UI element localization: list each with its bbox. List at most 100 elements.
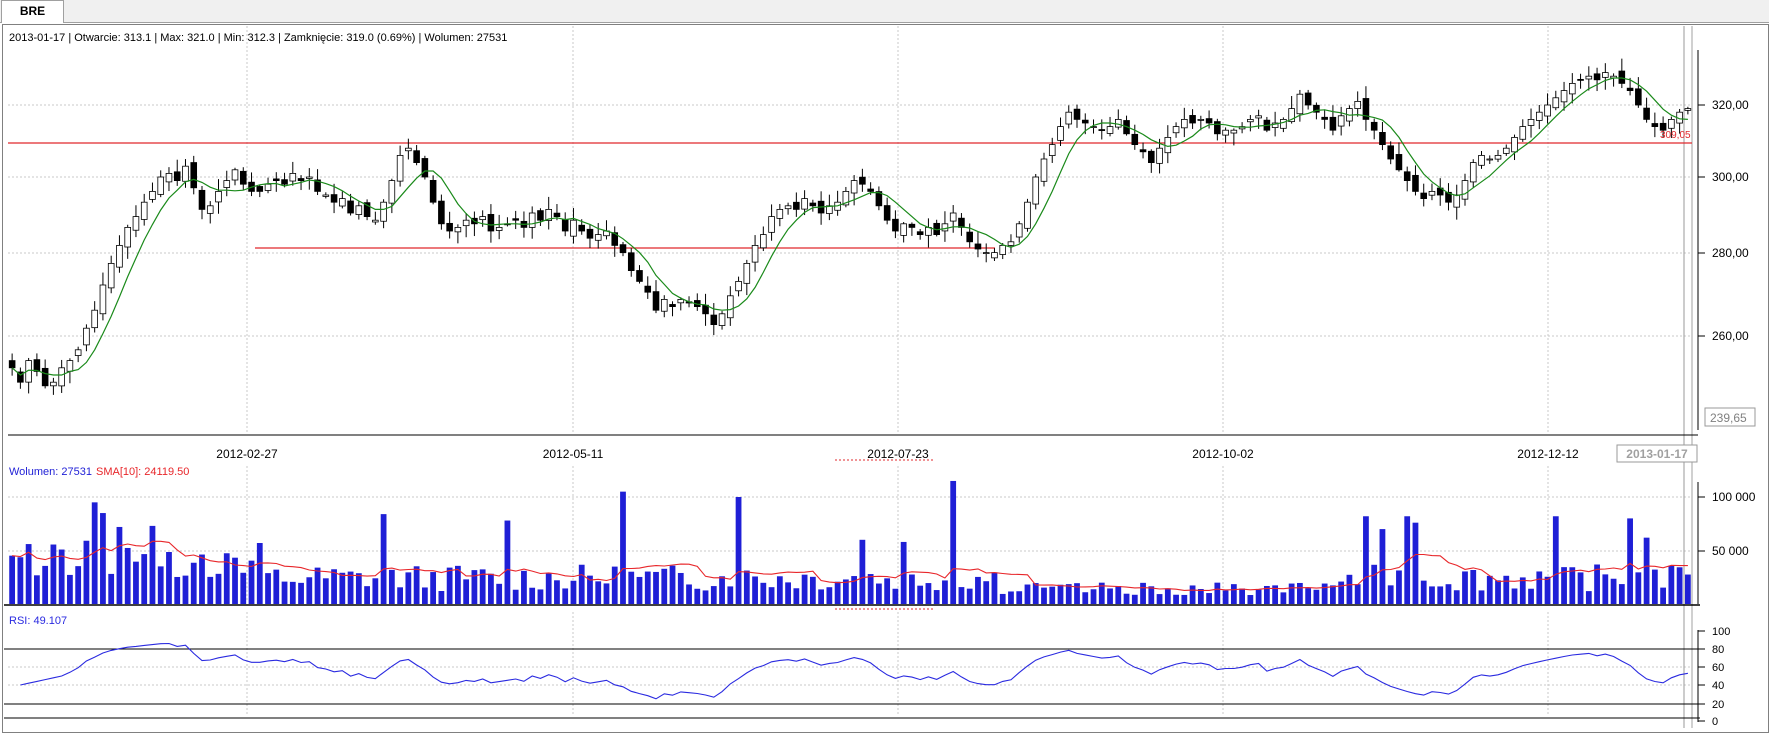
volume-bar [1503,575,1510,604]
volume-bar [1255,589,1262,604]
volume-bar [1247,595,1254,604]
rsi-tick-20: 20 [1712,699,1724,711]
price-sma-line [11,77,1688,376]
candle-body [801,198,808,210]
candle-body [561,219,569,232]
candle-body [388,180,396,204]
candle-body [1461,180,1469,200]
volume-bar [1230,584,1237,604]
candle-body [991,252,998,259]
volume-bar [1627,518,1633,604]
volume-bar [1445,584,1452,604]
candle-body [1544,104,1551,117]
candle-body [660,298,668,312]
volume-bar [25,544,32,604]
candle-body [1469,162,1477,183]
candle-body [405,147,412,152]
candle-body [58,367,65,387]
volume-bar [983,581,990,604]
date-tick-2012-07-23: 2012-07-23 [867,447,929,461]
volume-bar [83,540,90,604]
candle-body [627,252,635,271]
candle-body [173,171,181,182]
volume-bar [116,526,123,604]
price-y-axis: 320,00 300,00 280,00 260,00 239,65 309,0… [1660,50,1756,430]
volume-bar [1577,572,1584,604]
candle-body [438,200,445,225]
candle-body [974,243,982,250]
date-tick-2012-02-27: 2012-02-27 [216,447,278,461]
volume-bar [719,576,725,604]
candle-body [1569,83,1576,95]
volume-bar [298,582,304,604]
volume-bar [1065,584,1072,604]
candle-body [1387,145,1394,160]
candle-body [999,244,1007,255]
volume-bar [372,578,379,604]
candle-body [66,360,74,372]
volume-bar [1272,585,1279,604]
volume-bar [1280,592,1287,604]
price-tick-280: 280,00 [1712,246,1749,260]
volume-bar [430,572,437,604]
candle-body [916,231,924,235]
volume-bar [529,587,536,604]
volume-bar [281,581,288,604]
candle-body [339,198,346,207]
volume-bar [1651,569,1658,604]
volume-bar [1330,585,1336,604]
volume-bar [1181,594,1188,604]
candle-body [1114,119,1122,128]
volume-bar [1016,591,1023,604]
price-tick-320: 320,00 [1712,98,1749,112]
volume-bar [644,571,651,604]
candle-body [784,205,792,210]
volume-bar [34,575,40,604]
volume-bars [9,480,1691,604]
candle-body [537,210,544,221]
candle-body [1379,132,1386,145]
candle-body [165,172,173,183]
candle-body [372,219,379,223]
volume-bar [1338,581,1345,604]
candle-body [223,180,231,188]
candle-body [669,304,676,307]
volume-bar [1594,564,1600,604]
candle-body [17,371,24,383]
candle-body [1535,111,1543,121]
volume-bar [1610,578,1617,604]
volume-bar [364,586,370,604]
volume-bar [999,593,1006,604]
candle-body [1073,108,1081,120]
volume-bar [1569,567,1576,604]
volume-bar [1486,575,1493,604]
candle-body [239,170,247,185]
candle-body [1148,150,1155,163]
volume-bar [603,583,610,604]
volume-bar [1263,585,1270,604]
candle-body [1668,119,1675,129]
candle-body [578,224,586,232]
volume-bar [124,547,131,604]
volume-bar [1032,583,1039,604]
volume-bar [1684,574,1691,604]
volume-bar [479,569,486,604]
candle-body [1098,129,1106,131]
tab-bre[interactable]: BRE [1,0,64,23]
candle-body [41,367,49,387]
candle-body [1057,126,1064,141]
volume-bar [1643,537,1650,604]
candle-body [677,298,685,304]
volume-bar [842,579,849,604]
volume-bar [1164,588,1171,604]
candle-body [982,252,990,255]
candle-body [306,176,313,179]
volume-bar [826,587,833,604]
grid [8,26,1692,716]
candle-body [8,360,16,369]
candle-body [1329,116,1337,131]
volume-bar [1379,529,1386,604]
candle-body [1362,98,1370,120]
volume-bar [554,580,560,604]
